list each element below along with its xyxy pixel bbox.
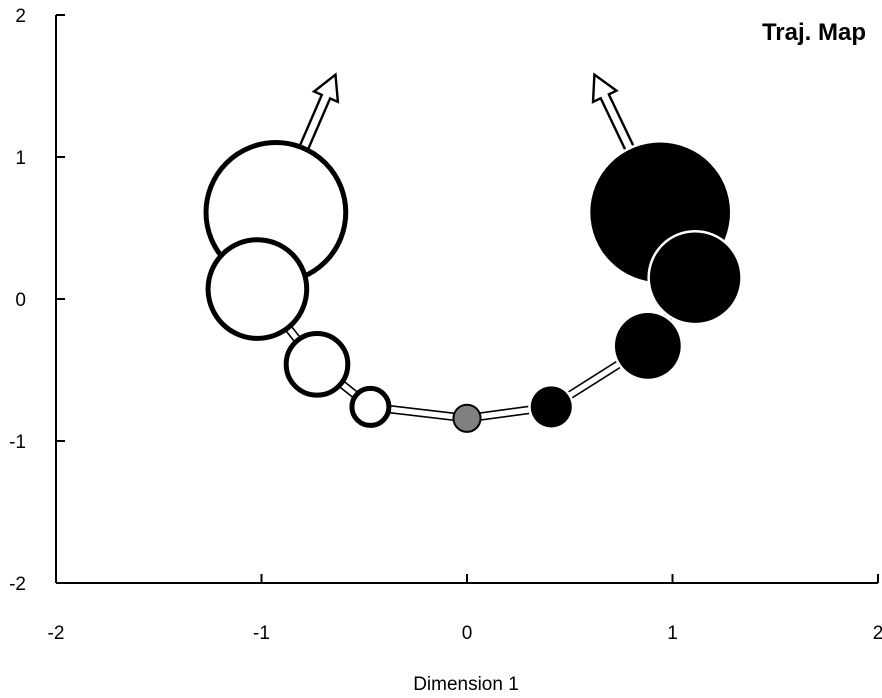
open-marker [205,237,310,341]
y-tick-label: -2 [9,574,26,595]
axes: -2 -1 0 1 2 -2 -1 0 1 2 [9,6,882,644]
filled-marker [614,312,681,379]
y-tick-label: 1 [15,148,26,169]
x-tick-label: -1 [253,623,270,644]
open-marker [349,385,392,428]
trajectory-markers [203,140,743,433]
filled-marker [530,386,572,428]
filled-marker [649,232,741,323]
y-tick-label: -1 [9,432,26,453]
y-tick-label: 0 [15,290,26,311]
x-tick-label: 0 [462,623,473,644]
origin-marker [452,403,482,433]
open-marker [283,330,351,398]
chart-title: Traj. Map [762,19,866,46]
x-axis-title: Dimension 1 [413,674,519,695]
y-tick-label: 2 [15,6,26,27]
x-tick-label: 1 [667,623,678,644]
x-tick-label: -2 [48,623,65,644]
x-tick-label: 2 [873,623,882,644]
